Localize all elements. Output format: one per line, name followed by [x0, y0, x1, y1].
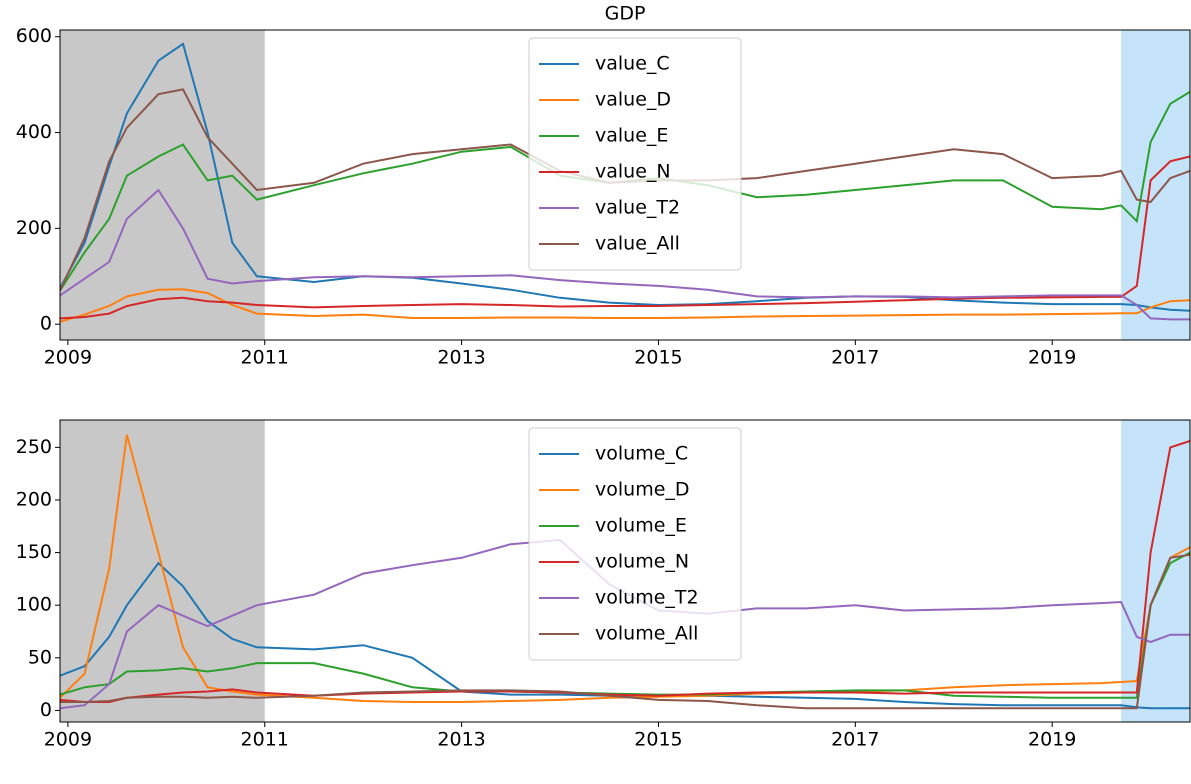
series-line	[60, 155, 1190, 320]
legend-label: value_N	[595, 161, 671, 183]
subplot: 0 200 400 600 2009 2011 2013 2015 2017 2019 GDP val…	[16, 3, 1191, 369]
plot-area	[60, 420, 1190, 722]
legend-label: value_T2	[595, 197, 680, 219]
x-tick-label: 2019	[1028, 729, 1076, 751]
legend-box	[528, 427, 742, 661]
x-tick-label: 2011	[241, 729, 289, 751]
series-line	[60, 288, 1190, 323]
x-tick-label: 2013	[437, 347, 485, 369]
x-tick-label: 2009	[44, 729, 92, 751]
y-tick-label: 200	[16, 217, 52, 239]
legend-label: volume_C	[595, 443, 688, 465]
x-tick-label: 2015	[634, 347, 682, 369]
y-tick-label: 400	[16, 121, 52, 143]
legend-label: volume_All	[595, 623, 698, 645]
y-tick-label: 600	[16, 25, 52, 47]
series-line	[60, 42, 1190, 312]
y-tick-label: 50	[28, 646, 52, 668]
legend: volume_C volume_D volume_E volume_N volume_T…	[528, 427, 742, 661]
chart-title: GDP	[605, 3, 646, 25]
legend-label: value_C	[595, 53, 670, 75]
shaded-span	[1121, 30, 1190, 340]
legend-label: volume_N	[595, 551, 689, 573]
series-line	[60, 553, 1190, 710]
y-tick-label: 100	[16, 594, 52, 616]
shaded-span	[1121, 420, 1190, 722]
x-tick-label: 2011	[241, 347, 289, 369]
legend-label: volume_E	[595, 515, 687, 537]
legend-label: volume_D	[595, 479, 690, 501]
x-tick-label: 2019	[1028, 347, 1076, 369]
shaded-span	[60, 30, 265, 340]
series-line	[60, 434, 1190, 703]
legend-label: value_E	[595, 125, 668, 147]
y-tick-label: 0	[40, 313, 52, 335]
legend-box	[528, 37, 742, 271]
x-tick-label: 2017	[831, 347, 879, 369]
y-tick-label: 200	[16, 488, 52, 510]
legend-label: value_D	[595, 89, 671, 111]
x-tick-label: 2017	[831, 729, 879, 751]
x-tick-label: 2009	[44, 347, 92, 369]
legend-label: volume_T2	[595, 587, 699, 609]
series-line	[60, 440, 1190, 703]
axes-frame	[59, 29, 1191, 341]
y-tick-label: 0	[40, 699, 52, 721]
x-tick-label: 2013	[437, 729, 485, 751]
axes-frame	[59, 419, 1191, 723]
y-tick-label: 250	[16, 436, 52, 458]
series-line	[60, 188, 1190, 321]
x-tick-label: 2015	[634, 729, 682, 751]
legend-label: value_All	[595, 233, 680, 255]
plot-area	[60, 30, 1190, 340]
legend: value_C value_D value_E value_N value_T2valu…	[528, 37, 742, 271]
y-tick-label: 150	[16, 541, 52, 563]
subplot: 0 50 100 150 200 250 2009 2011 2013 2015 2017 2019 v…	[16, 419, 1191, 751]
